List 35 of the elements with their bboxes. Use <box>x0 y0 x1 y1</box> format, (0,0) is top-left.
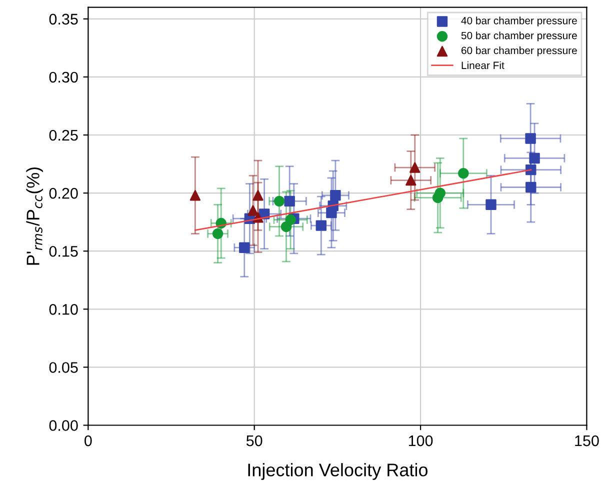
y-tick-label: 0.00 <box>49 420 78 431</box>
legend-label: 60 bar chamber pressure <box>462 46 577 56</box>
point <box>434 188 446 198</box>
point <box>252 190 264 201</box>
legend-label: Linear Fit <box>462 61 504 70</box>
y-tick-label: 0.20 <box>49 188 78 199</box>
point <box>526 164 536 176</box>
x-tick-label: 100 <box>408 435 433 446</box>
y-tick-label: 0.35 <box>49 14 78 25</box>
x-axis-title: Injection Velocity Ratio <box>248 463 428 480</box>
point <box>525 133 536 144</box>
point <box>239 242 250 253</box>
y-tick-label: 0.25 <box>49 130 78 141</box>
y-tick-label: 0.05 <box>49 362 78 373</box>
point <box>316 220 327 231</box>
point <box>529 152 540 164</box>
point <box>248 205 258 216</box>
x-tick-label: 50 <box>246 435 262 446</box>
x-tick-label: 0 <box>84 435 92 446</box>
point <box>212 228 224 240</box>
y-tick-label: 0.10 <box>49 304 78 315</box>
x-tick-label: 150 <box>575 435 599 446</box>
point <box>486 199 496 210</box>
point <box>458 168 469 179</box>
y-axis-title: P'$_{rms}$/P$_{cc}$(%) <box>26 167 43 265</box>
point <box>410 162 420 173</box>
legend-label: 50 bar chamber pressure <box>461 32 577 42</box>
point <box>406 174 416 186</box>
legend-label: 40 bar chamber pressure <box>461 16 577 26</box>
point <box>190 190 201 201</box>
point <box>274 196 285 207</box>
y-tick-label: 0.30 <box>49 72 78 83</box>
point <box>330 190 341 201</box>
y-tick-label: 0.15 <box>49 246 78 257</box>
point <box>526 182 536 193</box>
